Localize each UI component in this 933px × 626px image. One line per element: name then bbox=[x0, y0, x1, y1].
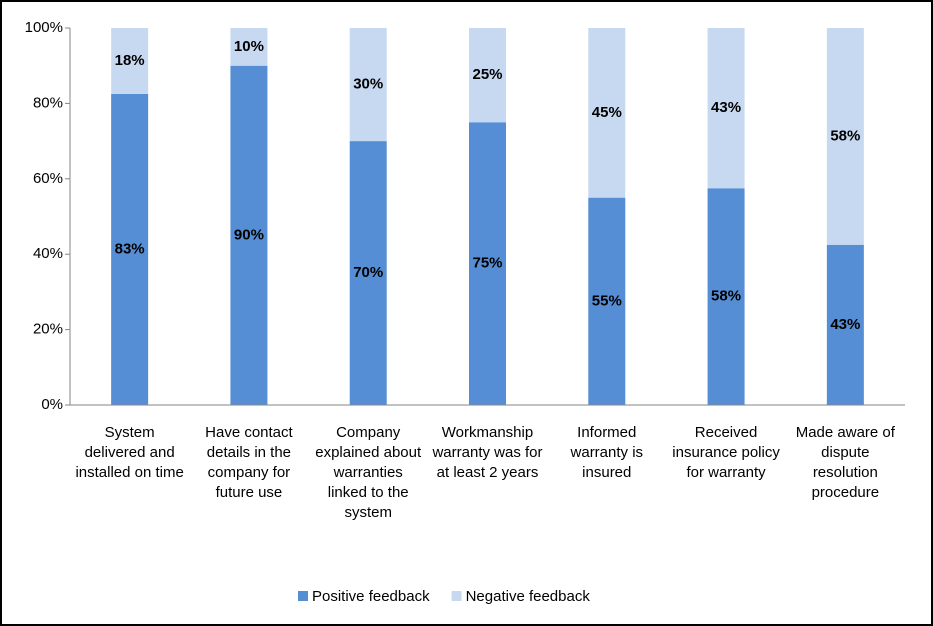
value-label: 90% bbox=[234, 226, 264, 243]
bar-segment bbox=[588, 197, 626, 405]
bar-segment bbox=[707, 28, 745, 189]
value-label: 10% bbox=[234, 38, 264, 55]
bar-segment bbox=[469, 122, 506, 405]
value-label: 58% bbox=[830, 127, 860, 144]
x-tick-label: Company explained about warranties linke… bbox=[315, 424, 422, 521]
value-label: 83% bbox=[115, 240, 145, 257]
bar-segment bbox=[111, 28, 149, 94]
bar-segment bbox=[469, 28, 506, 123]
legend-swatch bbox=[451, 591, 462, 601]
value-label: 75% bbox=[472, 255, 502, 272]
bar-segment bbox=[349, 141, 387, 405]
value-label: 18% bbox=[115, 52, 145, 69]
x-tick-label: Received insurance policy for warranty bbox=[672, 424, 780, 481]
bar-segment bbox=[349, 28, 387, 142]
bar-segment bbox=[230, 28, 268, 66]
y-tick-label: 100% bbox=[25, 19, 63, 36]
y-tick-label: 60% bbox=[33, 170, 63, 187]
value-label: 43% bbox=[830, 316, 860, 333]
bar-segment bbox=[588, 28, 626, 198]
value-label: 25% bbox=[472, 66, 502, 83]
bar-segment bbox=[826, 244, 864, 405]
x-tick-label: Informed warranty is insured bbox=[570, 424, 644, 481]
value-label: 70% bbox=[353, 264, 383, 281]
value-label: 55% bbox=[592, 292, 622, 309]
legend-label: Negative feedback bbox=[466, 588, 591, 605]
y-tick-label: 20% bbox=[33, 321, 63, 338]
y-tick-label: 80% bbox=[33, 94, 63, 111]
x-tick-label: Made aware of dispute resolution procedu… bbox=[795, 424, 895, 501]
value-label: 45% bbox=[592, 104, 622, 121]
y-tick-label: 40% bbox=[33, 245, 63, 262]
x-tick-label: Workmanship warranty was for at least 2 … bbox=[432, 424, 543, 481]
legend-swatch bbox=[298, 591, 308, 601]
value-label: 30% bbox=[353, 76, 383, 93]
bar-segment bbox=[826, 28, 864, 245]
x-tick-label: System delivered and installed on time bbox=[75, 424, 184, 481]
value-label: 43% bbox=[711, 99, 741, 116]
legend-label: Positive feedback bbox=[312, 588, 430, 605]
bar-segment bbox=[230, 65, 268, 405]
x-tick-label: Have contact details in the company for … bbox=[205, 424, 293, 501]
bar-segment bbox=[707, 188, 745, 405]
bar-segment bbox=[111, 93, 149, 405]
y-tick-label: 0% bbox=[41, 396, 63, 413]
value-label: 58% bbox=[711, 288, 741, 305]
